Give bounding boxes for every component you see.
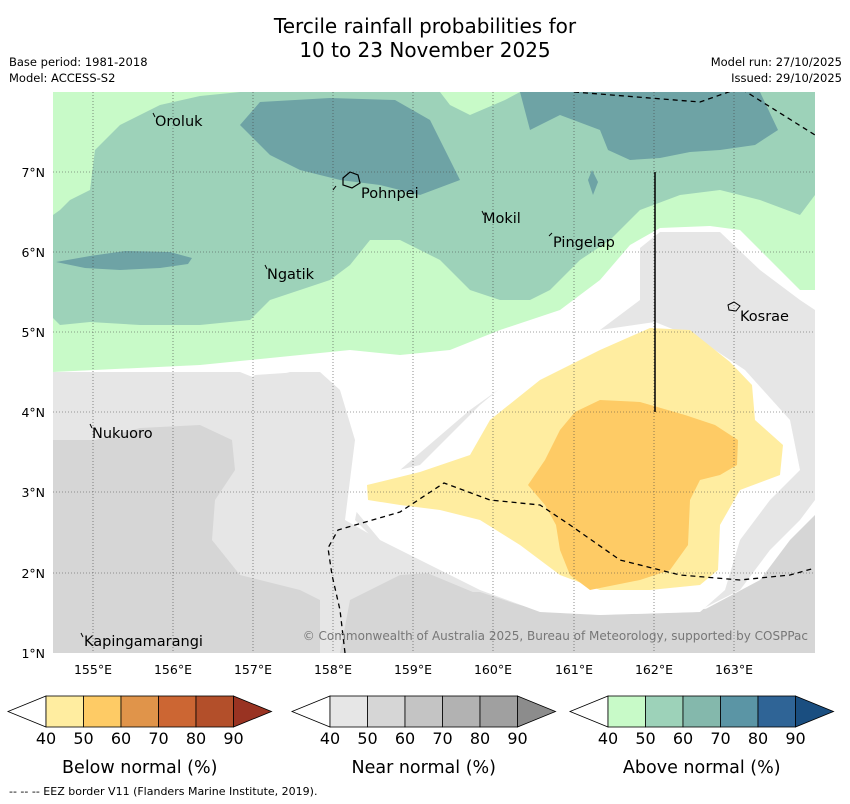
pohnpei-island xyxy=(342,171,361,189)
model-run: Model run: 27/10/2025 xyxy=(710,55,842,69)
lat-label-4n: 4°N xyxy=(21,405,45,420)
lat-label-2n: 2°N xyxy=(21,566,45,581)
below-normal-tick: 70 xyxy=(148,729,168,748)
below-normal-50 xyxy=(528,400,738,590)
model-name: Model: ACCESS-S2 xyxy=(9,71,116,85)
near-normal-max-arrow xyxy=(517,695,557,728)
eez-footer-note: -- -- -- EEZ border V11 (Flanders Marine… xyxy=(9,785,318,798)
above-normal-swatch xyxy=(607,695,646,728)
lon-label-156e: 156°E xyxy=(154,662,192,677)
above-normal-60-a xyxy=(240,98,460,195)
below-normal-tick: 40 xyxy=(36,729,56,748)
base-period: Base period: 1981-2018 xyxy=(9,55,148,69)
meta-right: Model run: 27/10/2025 Issued: 29/10/2025 xyxy=(711,54,842,86)
lon-label-157e: 157°E xyxy=(234,662,272,677)
label-ngatik: Ngatik xyxy=(267,267,315,283)
below-normal-swatch xyxy=(158,695,197,728)
below-normal-tick: 60 xyxy=(111,729,131,748)
below-normal-swatch xyxy=(120,695,159,728)
title-line-2: 10 to 23 November 2025 xyxy=(299,38,551,62)
lon-label-159e: 159°E xyxy=(394,662,432,677)
below-normal-swatch xyxy=(83,695,122,728)
above-normal-swatch xyxy=(757,695,796,728)
lat-label-6n: 6°N xyxy=(21,245,45,260)
lon-label-162e: 162°E xyxy=(635,662,673,677)
lat-label-5n: 5°N xyxy=(21,325,45,340)
lat-label-7n: 7°N xyxy=(21,165,45,180)
above-normal-60-b xyxy=(520,92,778,160)
island-markers xyxy=(80,112,553,638)
issued-date: Issued: 29/10/2025 xyxy=(731,71,842,85)
near-normal-50-south-top xyxy=(340,515,815,653)
near-normal-tick: 90 xyxy=(507,729,527,748)
lon-label-163e: 163°E xyxy=(715,662,753,677)
label-mokil: Mokil xyxy=(483,211,521,227)
near-normal-tick: 50 xyxy=(357,729,377,748)
eez-border xyxy=(327,92,815,653)
above-normal-tick: 60 xyxy=(673,729,693,748)
below-normal-min-arrow xyxy=(6,695,47,728)
above-normal-min-arrow xyxy=(568,695,609,728)
below-normal-tick: 50 xyxy=(73,729,93,748)
below-normal-swatch xyxy=(195,695,234,728)
above-normal-60-d xyxy=(588,170,598,195)
near-normal-tick: 80 xyxy=(470,729,490,748)
lat-label-3n: 3°N xyxy=(21,485,45,500)
label-pingelap: Pingelap xyxy=(553,235,615,251)
above-normal-swatch xyxy=(645,695,684,728)
near-normal-swatch xyxy=(404,695,443,728)
colorbar-below-normal: 40 50 60 70 80 90 Below normal (%) xyxy=(6,695,273,778)
lat-label-1n: 1°N xyxy=(21,646,45,661)
lon-label-158e: 158°E xyxy=(314,662,352,677)
pohnpei-islet xyxy=(332,185,337,191)
label-nukuoro: Nukuoro xyxy=(92,426,153,442)
near-normal-tick: 60 xyxy=(395,729,415,748)
lon-label-161e: 161°E xyxy=(555,662,593,677)
above-normal-60-c xyxy=(56,251,192,270)
near-normal-swatch xyxy=(329,695,368,728)
map-field xyxy=(53,92,815,653)
near-normal-tick: 40 xyxy=(320,729,340,748)
above-normal-tick: 50 xyxy=(635,729,655,748)
below-normal-tick: 80 xyxy=(186,729,206,748)
lon-label-155e: 155°E xyxy=(74,662,112,677)
above-normal-40-top xyxy=(440,92,520,115)
gridlines xyxy=(53,92,815,653)
above-normal-swatch xyxy=(720,695,759,728)
above-normal-tick: 40 xyxy=(598,729,618,748)
near-normal-min-arrow xyxy=(290,695,331,728)
lon-label-160e: 160°E xyxy=(474,662,512,677)
above-normal-max-arrow xyxy=(795,695,835,728)
above-normal-tick: 90 xyxy=(785,729,805,748)
above-normal-swatch xyxy=(682,695,721,728)
meta-left: Base period: 1981-2018 Model: ACCESS-S2 xyxy=(9,54,148,86)
label-pohnpei: Pohnpei xyxy=(361,186,419,202)
below-normal-swatch xyxy=(45,695,84,728)
above-normal-tick: 70 xyxy=(710,729,730,748)
below-normal-title: Below normal (%) xyxy=(62,758,217,778)
label-kosrae: Kosrae xyxy=(740,309,789,325)
map-title: Tercile rainfall probabilities for 10 to… xyxy=(0,14,850,62)
title-line-1: Tercile rainfall probabilities for xyxy=(273,14,577,38)
label-kapingamarangi: Kapingamarangi xyxy=(84,634,203,650)
below-normal-max-arrow xyxy=(233,695,273,728)
kosrae-island xyxy=(727,301,741,312)
near-normal-swatch xyxy=(479,695,518,728)
copyright-text: © Commonwealth of Australia 2025, Bureau… xyxy=(303,629,808,643)
below-normal-tick: 90 xyxy=(223,729,243,748)
near-normal-swatch xyxy=(442,695,481,728)
near-normal-swatch xyxy=(367,695,406,728)
colorbar-near-normal: 40 50 60 70 80 90 Near normal (%) xyxy=(290,695,557,778)
label-oroluk: Oroluk xyxy=(155,114,203,130)
above-normal-title: Above normal (%) xyxy=(623,758,781,778)
above-normal-tick: 80 xyxy=(748,729,768,748)
near-normal-title: Near normal (%) xyxy=(351,758,496,778)
near-normal-tick: 70 xyxy=(432,729,452,748)
